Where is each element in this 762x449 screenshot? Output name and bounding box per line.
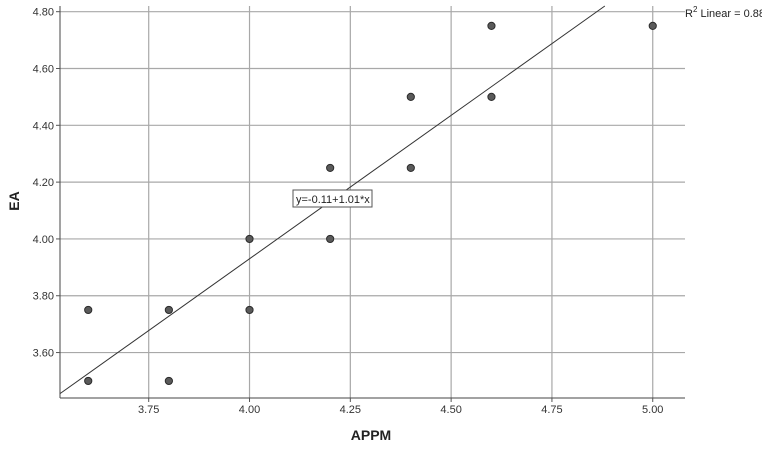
x-tick-label: 4.00: [239, 404, 260, 416]
equation-annotation: y=-0.11+1.01*x: [292, 189, 373, 208]
x-tick-label: 5.00: [642, 404, 663, 416]
x-axis-title: APPM: [351, 427, 391, 443]
r2-label-prefix: R: [685, 8, 693, 20]
data-point: [487, 92, 496, 101]
data-point: [84, 305, 93, 315]
data-point: [84, 376, 93, 386]
y-tick-label: 4.20: [33, 177, 54, 189]
data-point: [326, 163, 335, 173]
data-point: [648, 21, 657, 30]
ticks-layer: 3.75 4.00 4.25 4.50 4.75 5.00 3.60 3.80 4.00 4.20…: [33, 7, 664, 416]
y-tick-label: 3.60: [33, 348, 54, 360]
data-point: [326, 234, 335, 244]
data-point: [406, 92, 415, 101]
y-tick-label: 4.00: [33, 234, 54, 246]
x-tick-label: 4.50: [440, 404, 461, 416]
grid-layer: [60, 6, 685, 398]
equation-label: y=-0.11+1.01*x: [296, 194, 370, 206]
y-tick-label: 4.60: [33, 63, 54, 75]
r2-label-superscript: 2: [693, 5, 698, 14]
data-point: [164, 376, 173, 386]
data-point: [406, 163, 415, 173]
x-tick-label: 4.75: [541, 404, 562, 416]
data-point: [245, 234, 254, 244]
y-axis-title: EA: [6, 191, 22, 210]
r2-label-text: Linear = 0.881: [697, 8, 762, 20]
data-point: [164, 305, 173, 315]
y-tick-label: 4.80: [33, 7, 54, 19]
y-tick-label: 4.40: [33, 120, 54, 132]
x-tick-label: 3.75: [138, 404, 159, 416]
data-point: [487, 21, 496, 30]
equation-box: [292, 189, 373, 208]
x-tick-label: 4.25: [340, 404, 361, 416]
y-tick-label: 3.80: [33, 291, 54, 303]
axes-layer: [59, 6, 685, 399]
r2-label: R2 Linear = 0.881: [685, 5, 762, 20]
data-point: [245, 305, 254, 315]
points-layer: [84, 21, 657, 386]
